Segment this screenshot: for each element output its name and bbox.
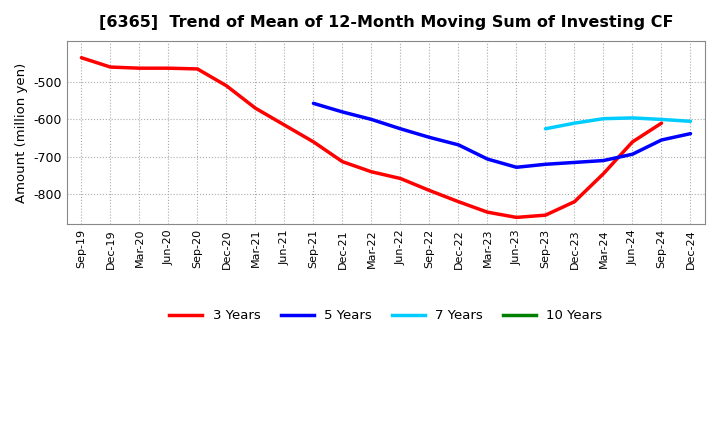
3 Years: [135, 66, 144, 71]
3 Years: [396, 176, 405, 181]
3 Years: [309, 139, 318, 144]
3 Years: [193, 66, 202, 72]
3 Years: [164, 66, 173, 71]
5 Years: [396, 126, 405, 132]
5 Years: [454, 142, 463, 147]
5 Years: [657, 137, 666, 143]
3 Years: [77, 55, 86, 60]
7 Years: [570, 121, 579, 126]
5 Years: [425, 135, 433, 140]
5 Years: [570, 160, 579, 165]
3 Years: [512, 215, 521, 220]
3 Years: [570, 199, 579, 204]
5 Years: [599, 158, 608, 163]
7 Years: [599, 116, 608, 121]
3 Years: [483, 209, 492, 215]
Title: [6365]  Trend of Mean of 12-Month Moving Sum of Investing CF: [6365] Trend of Mean of 12-Month Moving …: [99, 15, 673, 30]
5 Years: [686, 131, 695, 136]
7 Years: [657, 117, 666, 122]
5 Years: [483, 156, 492, 161]
3 Years: [454, 199, 463, 204]
Legend: 3 Years, 5 Years, 7 Years, 10 Years: 3 Years, 5 Years, 7 Years, 10 Years: [164, 304, 608, 327]
3 Years: [367, 169, 376, 174]
5 Years: [628, 151, 636, 157]
Line: 5 Years: 5 Years: [313, 103, 690, 167]
5 Years: [541, 161, 550, 167]
3 Years: [541, 213, 550, 218]
3 Years: [425, 188, 433, 193]
Y-axis label: Amount (million yen): Amount (million yen): [15, 62, 28, 203]
5 Years: [338, 109, 347, 114]
3 Years: [338, 159, 347, 164]
Line: 7 Years: 7 Years: [546, 118, 690, 129]
7 Years: [686, 119, 695, 124]
5 Years: [512, 165, 521, 170]
5 Years: [367, 117, 376, 122]
3 Years: [657, 121, 666, 126]
3 Years: [280, 122, 289, 128]
7 Years: [628, 115, 636, 121]
3 Years: [599, 171, 608, 176]
Line: 3 Years: 3 Years: [81, 58, 662, 217]
5 Years: [309, 101, 318, 106]
7 Years: [541, 126, 550, 132]
3 Years: [222, 83, 230, 88]
3 Years: [106, 64, 114, 70]
3 Years: [251, 106, 260, 111]
3 Years: [628, 139, 636, 144]
